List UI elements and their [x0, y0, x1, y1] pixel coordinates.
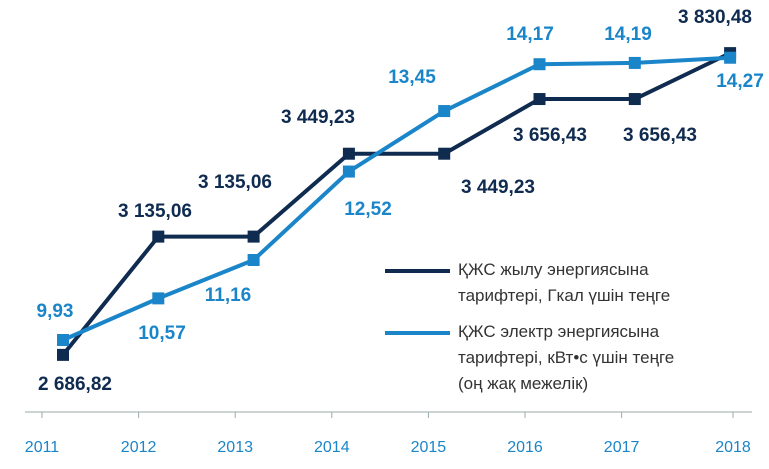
x-tick-label: 2015 — [411, 439, 447, 456]
marker — [438, 105, 451, 118]
line — [62, 55, 731, 342]
x-tick-label: 2018 — [715, 439, 751, 456]
data-label: 3 135,06 — [198, 172, 272, 193]
marker — [342, 147, 355, 160]
marker — [152, 230, 165, 243]
data-label: 3 449,23 — [281, 107, 355, 128]
marker — [342, 165, 355, 178]
line — [61, 51, 731, 357]
data-label: 14,19 — [604, 24, 652, 45]
data-label: 9,93 — [37, 301, 74, 322]
marker — [724, 51, 737, 64]
x-tick-label: 2014 — [314, 439, 350, 456]
marker — [57, 348, 69, 361]
data-label: 3 656,43 — [623, 125, 697, 146]
x-tick-label: 2011 — [25, 439, 60, 456]
data-label: 11,16 — [205, 285, 252, 306]
marker — [152, 292, 165, 305]
x-tick-label: 2017 — [604, 439, 640, 456]
data-label: 3 656,43 — [513, 125, 587, 146]
marker — [533, 58, 546, 71]
data-label: 2 686,82 — [38, 374, 112, 395]
marker — [628, 56, 641, 69]
legend-label: ҚЖС жылу энергиясына тарифтері, Гкал үшін… — [458, 260, 670, 305]
marker — [247, 254, 260, 266]
data-label: 12,52 — [344, 199, 392, 220]
marker — [533, 93, 546, 106]
data-label: 3 135,06 — [118, 201, 192, 222]
x-tick-label: 2012 — [121, 439, 157, 456]
x-tick-label: 2016 — [507, 439, 543, 456]
data-label: 10,57 — [138, 323, 186, 344]
marker — [247, 230, 260, 243]
marker — [628, 93, 641, 106]
data-label: 13,45 — [388, 67, 436, 88]
x-tick-label: 2013 — [217, 439, 253, 456]
data-label: 14,17 — [506, 24, 554, 45]
data-label: 3 830,48 — [678, 7, 752, 28]
marker — [57, 334, 69, 346]
marker — [438, 147, 451, 160]
legend-label: ҚЖС электр энергиясына тарифтері, кВт•с ү… — [458, 322, 674, 393]
data-label: 3 449,23 — [461, 177, 535, 198]
data-label: 14,27 — [716, 71, 764, 92]
